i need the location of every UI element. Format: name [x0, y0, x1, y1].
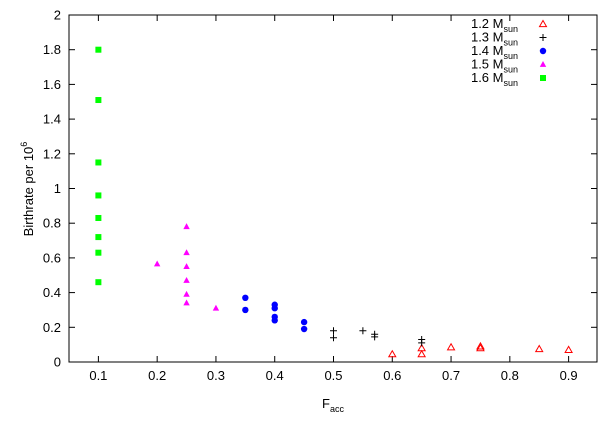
- data-points: [95, 46, 573, 358]
- y-tick-label: 1.8: [43, 42, 61, 57]
- data-point: [476, 341, 485, 350]
- y-tick-label: 0: [54, 355, 61, 370]
- legend-label: 1.2 Msun: [471, 16, 518, 34]
- legend-label-base: 1.3 M: [471, 30, 504, 45]
- legend-item: 1.3 Msun: [471, 30, 547, 48]
- data-point: [95, 159, 102, 166]
- y-tick-label: 1.4: [43, 112, 61, 127]
- x-tick-label: 0.7: [442, 368, 460, 383]
- y-tick-label: 2: [54, 8, 61, 23]
- legend-label-base: 1.4 M: [471, 43, 504, 58]
- y-tick-label: 1.2: [43, 146, 61, 161]
- data-point: [183, 290, 190, 297]
- data-point: [153, 260, 161, 267]
- data-point: [95, 192, 102, 199]
- y-axis-label-superscript: 6: [19, 142, 29, 147]
- y-tick-label: 0.4: [43, 285, 61, 300]
- y-tick-label: 0.8: [43, 216, 61, 231]
- data-point: [183, 223, 190, 230]
- data-point: [300, 325, 308, 333]
- series-0: [387, 341, 573, 358]
- data-point: [418, 335, 426, 343]
- x-tick-label: 0.1: [89, 368, 107, 383]
- data-point: [183, 276, 190, 283]
- data-point: [330, 327, 337, 335]
- y-tick-label: 0.6: [43, 250, 61, 265]
- x-tick-label: 0.5: [324, 368, 342, 383]
- legend-item: 1.4 Msun: [471, 43, 547, 61]
- x-tick-label: 0.3: [207, 368, 225, 383]
- data-point: [95, 46, 102, 53]
- x-tick-label: 0.4: [266, 368, 284, 383]
- legend-label-base: 1.5 M: [471, 57, 504, 72]
- data-point: [271, 301, 278, 308]
- y-axis: 0 0.2 0.4 0.6 0.8 1 1.2 1.4 1.6 1.8 2: [43, 8, 597, 370]
- data-point: [242, 306, 249, 314]
- data-point: [564, 345, 573, 353]
- legend-item: 1.5 Msun: [471, 57, 547, 75]
- x-tick-label: 0.6: [383, 368, 401, 383]
- y-tick-label: 1: [54, 181, 61, 196]
- data-point: [242, 294, 249, 302]
- data-point: [183, 249, 190, 256]
- legend-marker: [539, 47, 547, 55]
- legend-label-base: 1.6 M: [471, 70, 504, 85]
- data-point: [359, 327, 367, 335]
- data-point: [476, 343, 485, 352]
- legend-marker: [539, 34, 547, 41]
- legend-label-subscript: sun: [503, 78, 518, 88]
- data-point: [330, 334, 337, 342]
- legend-label: 1.5 Msun: [471, 57, 518, 75]
- legend-label: 1.3 Msun: [471, 30, 518, 48]
- data-point: [95, 249, 102, 256]
- data-point: [417, 349, 427, 358]
- data-point: [534, 344, 544, 353]
- data-point: [271, 313, 278, 321]
- legend-label-subscript: sun: [503, 24, 518, 34]
- data-point: [417, 343, 427, 352]
- legend-marker: [540, 75, 546, 81]
- series-2: [242, 294, 308, 333]
- data-point: [446, 342, 456, 351]
- legend-label: 1.4 Msun: [471, 43, 518, 61]
- legend-marker: [538, 19, 548, 28]
- data-point: [95, 97, 102, 104]
- x-axis-label-subscript: acc: [330, 404, 345, 414]
- legend-marker: [539, 61, 547, 67]
- legend-label-subscript: sun: [503, 38, 518, 48]
- series-4: [95, 46, 102, 286]
- series-1: [330, 327, 426, 347]
- data-point: [95, 279, 102, 286]
- x-tick-label: 0.8: [501, 368, 519, 383]
- data-point: [387, 349, 397, 358]
- data-point: [371, 330, 379, 338]
- x-axis-label: Facc: [322, 396, 344, 414]
- data-point: [183, 299, 190, 306]
- legend-label: 1.6 Msun: [471, 70, 518, 88]
- legend-label-subscript: sun: [503, 65, 518, 75]
- data-point: [212, 304, 220, 311]
- y-axis-label-base: Birthrate per 10: [21, 147, 36, 237]
- y-tick-label: 0.2: [43, 320, 61, 335]
- x-axis: 0.1 0.2 0.3 0.4 0.5 0.6 0.7 0.8 0.9: [89, 15, 578, 383]
- legend-item: 1.2 Msun: [471, 16, 548, 34]
- y-tick-label: 1.6: [43, 77, 61, 92]
- data-point: [183, 263, 190, 269]
- x-axis-label-base: F: [322, 396, 330, 411]
- data-point: [300, 318, 308, 326]
- legend-label-base: 1.2 M: [471, 16, 504, 31]
- x-tick-label: 0.9: [560, 368, 578, 383]
- y-axis-label: Birthrate per 106: [19, 142, 36, 237]
- data-point: [95, 214, 102, 221]
- legend-label-subscript: sun: [503, 51, 518, 61]
- legend-item: 1.6 Msun: [471, 70, 546, 88]
- x-tick-label: 0.2: [148, 368, 166, 383]
- data-point: [95, 234, 102, 241]
- series-3: [153, 223, 220, 311]
